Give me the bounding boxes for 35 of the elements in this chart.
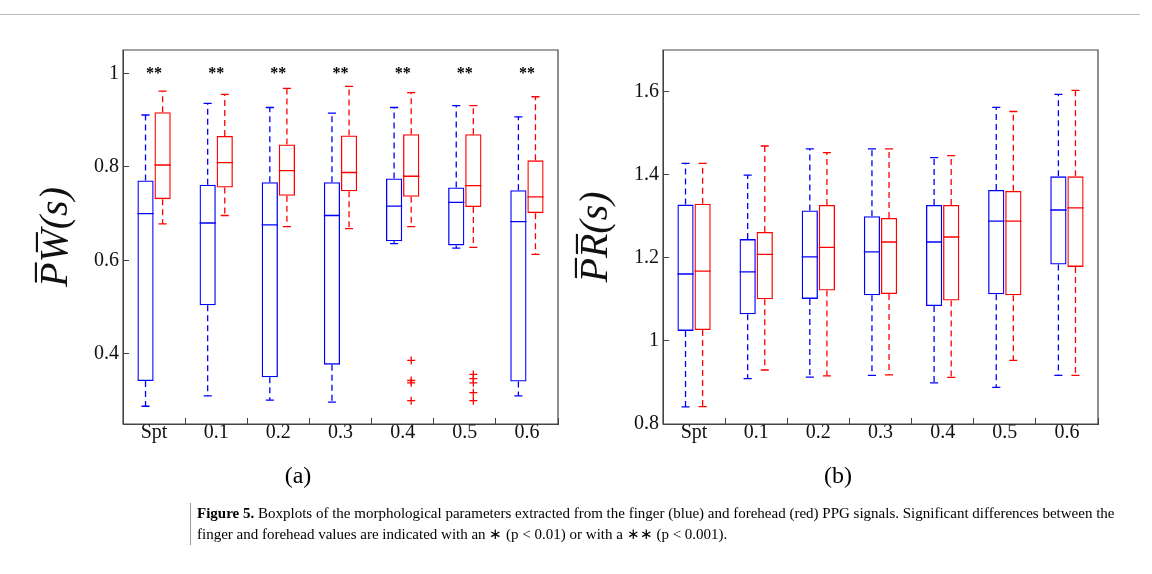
annotation: ** xyxy=(208,64,225,82)
y-tick-label: 0.4 xyxy=(94,341,119,364)
y-tick-label: 1.4 xyxy=(634,161,659,184)
x-tick-label: 0.3 xyxy=(328,420,353,443)
y-tick-label: 0.8 xyxy=(634,411,659,434)
y-axis-title: P̅W̅(s) xyxy=(30,187,76,288)
x-tick-label: 0.4 xyxy=(390,420,416,443)
x-tick-label: 0.4 xyxy=(930,420,956,443)
x-tick-label: 0.3 xyxy=(868,420,893,443)
y-tick-label: 1.6 xyxy=(634,78,659,101)
text: (a) xyxy=(283,462,313,489)
x-tick-label: 0.5 xyxy=(452,420,478,443)
x-tick-label: Spt xyxy=(140,420,168,444)
caption: Figure 5. Boxplots of the morphological parameters extracted from the finger (blue) and forehead (red) PPG signals. Significant differences between the finger and forehead values are indicated with an ∗ (p < 0.01) or with a ∗∗ (p < 0.001). xyxy=(197,504,1116,544)
text: (b) xyxy=(823,462,853,489)
x-tick-label: 0.5 xyxy=(992,420,1018,443)
y-tick-label: 0.6 xyxy=(94,247,119,270)
annotation: ** xyxy=(146,64,163,82)
annotation: ** xyxy=(456,64,473,82)
x-tick-label: 0.1 xyxy=(743,420,769,443)
x-tick-label: 0.6 xyxy=(1054,420,1080,443)
annotation: ** xyxy=(518,64,535,82)
y-tick-label: 1.2 xyxy=(634,245,659,268)
x-tick-label: 0.6 xyxy=(514,420,540,443)
y-axis-title: P̅R̅(s) xyxy=(570,191,616,284)
x-tick-label: 0.2 xyxy=(805,420,831,443)
annotation: ** xyxy=(270,64,287,82)
annotation: ** xyxy=(332,64,349,82)
x-tick-label: 0.1 xyxy=(203,420,229,443)
annotation: ** xyxy=(394,64,411,82)
y-tick-label: 1 xyxy=(649,328,659,351)
y-tick-label: 0.8 xyxy=(94,154,119,177)
y-tick-label: 1 xyxy=(109,60,119,83)
x-tick-label: 0.2 xyxy=(265,420,291,443)
x-tick-label: Spt xyxy=(680,420,708,444)
